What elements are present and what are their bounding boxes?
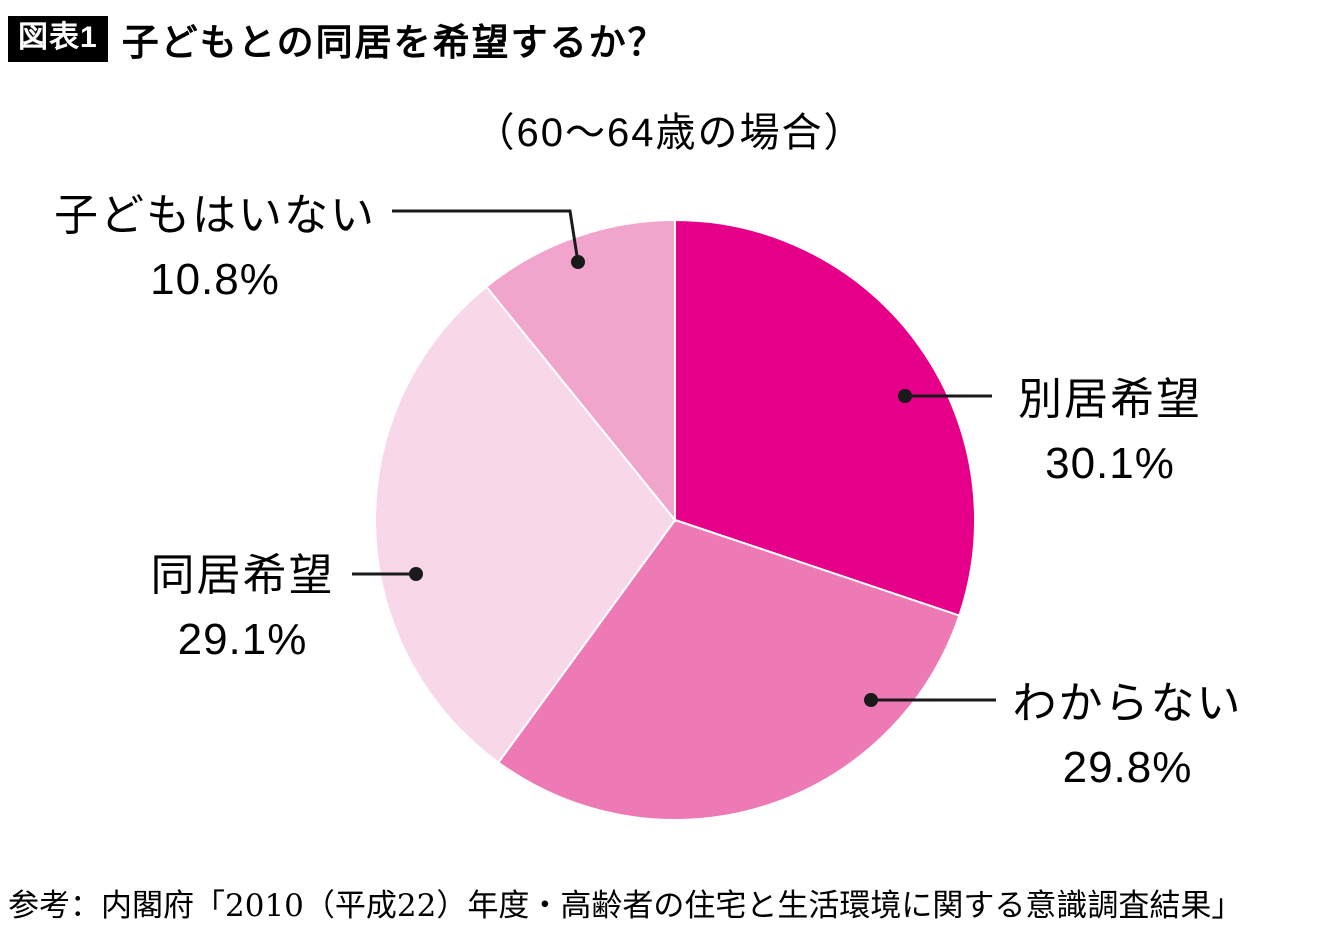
callout-live-together: 同居希望 29.1% [125,544,360,672]
pie-slice-2 [374,285,677,764]
callout-live-apart: 別居希望 30.1% [995,368,1225,496]
leader-lines [352,209,996,702]
callout-live-apart-value: 30.1% [1045,438,1175,488]
figure-title: 子どもとの同居を希望するか？ [121,22,667,63]
leader-dot-dont-know [864,693,878,707]
callout-no-children: 子どもはいない 10.8% [40,184,390,312]
leader-dot-live-apart [898,389,912,403]
pie-slice-0 [674,218,976,617]
leader-dot-live-together [409,567,423,581]
figure-number-badge: 図表1 [8,16,108,62]
callout-dont-know-value: 29.8% [1062,742,1193,792]
callout-live-together-value: 29.1% [177,614,308,664]
callout-no-children-label: 子どもはいない [54,191,376,240]
leader-line-no-children [392,209,579,257]
callout-dont-know: わからない 29.8% [1000,672,1255,800]
callout-dont-know-label: わからない [1012,679,1243,728]
callout-live-apart-label: 別居希望 [1018,375,1202,424]
leader-dots [409,255,912,707]
figure-header: 図表1 子どもとの同居を希望するか？ [8,12,667,66]
leader-dot-no-children [571,255,585,269]
chart-subtitle: （60〜64歳の場合） [474,111,866,155]
pie-slice-1 [496,518,961,821]
source-note: 参考：内閣府「2010（平成22）年度・高齢者の住宅と生活環境に関する意識調査結… [8,888,1243,924]
pie-slices [374,218,976,821]
callout-live-together-label: 同居希望 [150,551,335,600]
callout-no-children-value: 10.8% [150,254,280,304]
